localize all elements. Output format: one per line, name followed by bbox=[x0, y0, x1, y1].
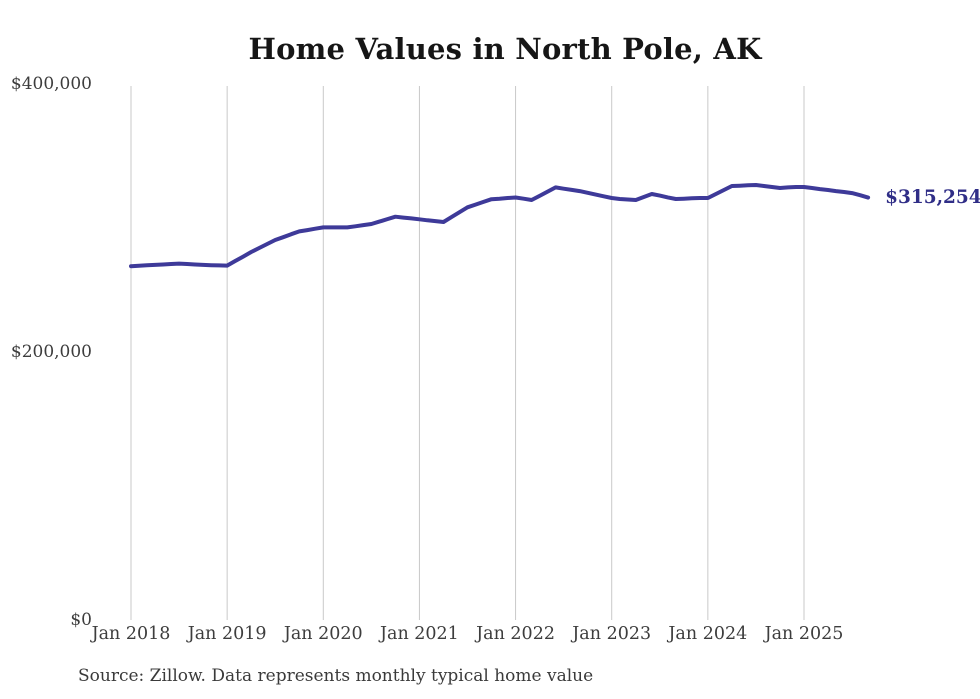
x-axis-tick-label: Jan 2021 bbox=[380, 624, 459, 644]
latest-value-label: $315,254 bbox=[885, 186, 980, 208]
source-attribution: Source: Zillow. Data represents monthly … bbox=[78, 666, 594, 686]
home-value-line bbox=[129, 183, 871, 269]
x-axis-tick-label: Jan 2023 bbox=[572, 624, 652, 644]
chart-title: Home Values in North Pole, AK bbox=[248, 32, 762, 66]
x-axis-tick-label: Jan 2018 bbox=[91, 624, 171, 644]
x-axis-tick-label: Jan 2022 bbox=[476, 624, 555, 644]
x-axis-tick-label: Jan 2024 bbox=[668, 624, 748, 644]
y-axis-tick-label: $0 bbox=[70, 610, 92, 630]
x-axis-tick-label: Jan 2019 bbox=[187, 624, 267, 644]
y-axis-tick-label: $200,000 bbox=[10, 342, 92, 362]
y-axis-tick-label: $400,000 bbox=[10, 74, 92, 94]
x-axis-tick-label: Jan 2020 bbox=[283, 624, 363, 644]
x-axis-tick-label: Jan 2025 bbox=[764, 624, 844, 644]
